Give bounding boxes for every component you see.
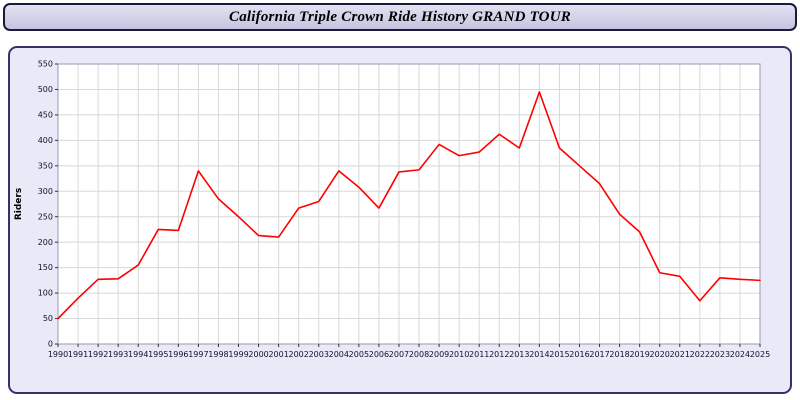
chart-header: California Triple Crown Ride History GRA… <box>3 3 797 31</box>
y-axis-label: Riders <box>14 188 24 220</box>
x-tick-label: 1999 <box>228 350 248 359</box>
plot-border <box>57 63 761 345</box>
x-tick-label: 1993 <box>108 350 128 359</box>
y-tick-label: 50 <box>43 314 53 323</box>
x-tick-label: 2008 <box>409 350 429 359</box>
x-tick-label: 2021 <box>670 350 690 359</box>
x-tick-label: 2022 <box>690 350 710 359</box>
x-tick-label: 1994 <box>128 350 148 359</box>
x-tick-label: 2009 <box>429 350 449 359</box>
y-tick-label: 400 <box>38 136 53 145</box>
x-tick-label: 2023 <box>710 350 730 359</box>
y-tick-label: 500 <box>38 85 53 94</box>
y-tick-label: 150 <box>38 263 53 272</box>
x-tick-label: 2016 <box>569 350 589 359</box>
chart-panel: 0 50 100 150 200 250 300 350 400 450 500 550 1990 199… <box>8 46 792 394</box>
x-tick-label: 1990 <box>48 350 68 359</box>
y-tick-label: 450 <box>38 111 53 120</box>
x-tick-label: 2013 <box>509 350 529 359</box>
x-tick-label: 2004 <box>329 350 349 359</box>
x-tick-label: 1992 <box>88 350 108 359</box>
x-tick-label: 2024 <box>730 350 750 359</box>
x-tick-label: 2002 <box>289 350 309 359</box>
y-tick-label: 250 <box>38 212 53 221</box>
x-tick-label: 2012 <box>489 350 509 359</box>
x-tick-label: 2007 <box>389 350 409 359</box>
y-tick-label: 200 <box>38 238 53 247</box>
x-tick-label: 2010 <box>449 350 469 359</box>
plot-area <box>58 64 760 344</box>
x-tick-label: 1991 <box>68 350 88 359</box>
chart-title: California Triple Crown Ride History GRA… <box>229 8 571 25</box>
x-tick-label: 1998 <box>208 350 228 359</box>
x-tick-label: 2025 <box>750 350 770 359</box>
y-tick-label: 100 <box>38 289 53 298</box>
x-tick-label: 2003 <box>309 350 329 359</box>
x-tick-label: 1997 <box>188 350 208 359</box>
x-tick-label: 2000 <box>248 350 268 359</box>
x-tick-label: 2014 <box>529 350 549 359</box>
x-tick-label: 2019 <box>629 350 649 359</box>
x-tick-label: 2001 <box>268 350 288 359</box>
x-tick-label: 2005 <box>349 350 369 359</box>
y-tick-label: 300 <box>38 187 53 196</box>
y-tick-label: 0 <box>48 340 53 349</box>
x-tick-label: 2017 <box>589 350 609 359</box>
x-tick-label: 1995 <box>148 350 168 359</box>
riders-series-line <box>57 91 761 320</box>
y-tick-label: 350 <box>38 161 53 170</box>
x-tick-label: 2015 <box>549 350 569 359</box>
x-tick-label: 2006 <box>369 350 389 359</box>
x-tick-label: 2020 <box>650 350 670 359</box>
x-tick-label: 1996 <box>168 350 188 359</box>
y-tick-label: 550 <box>38 60 53 69</box>
x-tick-label: 2011 <box>469 350 489 359</box>
x-tick-label: 2018 <box>609 350 629 359</box>
